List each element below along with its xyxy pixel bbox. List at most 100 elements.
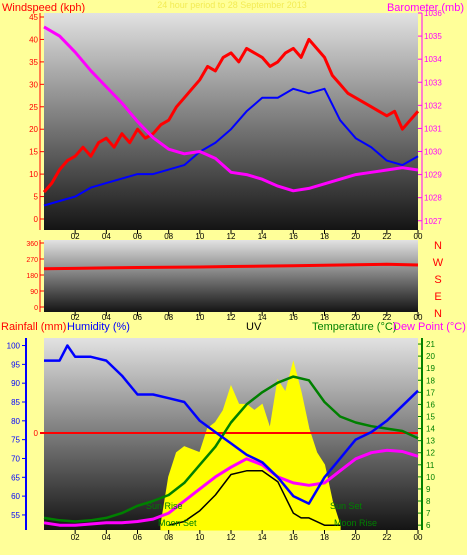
wind-pressure-x-label: 18 <box>320 232 329 241</box>
direction-x-label: 10 <box>195 313 204 322</box>
temperature-y-label: 15 <box>426 412 435 421</box>
temperature-y-label: 18 <box>426 376 435 385</box>
sun-set-label: Sun Set <box>330 501 363 511</box>
uv-area <box>160 360 341 531</box>
direction-x-label: 22 <box>382 313 391 322</box>
pressure-y-label: 1030 <box>424 148 442 157</box>
pressure-y-label: 1027 <box>424 217 442 226</box>
wind-pressure-plot-area <box>44 13 418 230</box>
wind-pressure-x-label: 16 <box>289 232 298 241</box>
humidity-y-label: 65 <box>11 473 20 482</box>
direction-x-label: 02 <box>71 313 80 322</box>
temperature-y-label: 11 <box>426 461 435 470</box>
temperature-y-label: 12 <box>426 449 435 458</box>
moon-set-label: Moon Set <box>158 518 197 528</box>
sun-rise-label: Sun Rise <box>146 501 183 511</box>
compass-label: N <box>434 240 442 252</box>
wind-y-label: 35 <box>29 58 38 67</box>
humidity-y-label: 85 <box>11 398 20 407</box>
direction-x-label: 04 <box>102 313 111 322</box>
pressure-axis-title: Barometer (mb) <box>387 2 464 14</box>
temperature-line <box>43 375 419 523</box>
wind-direction-plot-area <box>44 240 418 312</box>
humidity-y-label: 60 <box>11 492 20 501</box>
humidity-y-label: 55 <box>11 511 20 520</box>
climate-x-label: 00 <box>414 533 423 542</box>
humidity-line <box>44 344 419 505</box>
wind-pressure-x-label: 04 <box>102 232 111 241</box>
wind-y-label: 10 <box>29 170 38 179</box>
dew-point-axis-title: Dew Point (°C) <box>393 321 466 333</box>
direction-x-label: 14 <box>258 313 267 322</box>
rainfall-axis-title: Rainfall (mm) <box>1 321 66 333</box>
wind-pressure-x-label: 12 <box>227 232 236 241</box>
wind-pressure-x-label: 14 <box>258 232 267 241</box>
humidity-axis-title: Humidity (%) <box>67 321 130 333</box>
wind-y-label: 40 <box>29 35 38 44</box>
pressure-y-label: 1034 <box>424 55 442 64</box>
climate-x-label: 14 <box>258 533 267 542</box>
humidity-y-label: 80 <box>11 417 20 426</box>
climate-x-label: 12 <box>227 533 236 542</box>
windspeed-line <box>42 37 420 194</box>
wind-y-label: 0 <box>34 215 39 224</box>
barometer-line <box>43 25 419 193</box>
wind-direction-line <box>43 262 419 271</box>
moon-rise-label: Moon Rise <box>334 518 377 528</box>
direction-x-label: 08 <box>164 313 173 322</box>
direction-x-label: 18 <box>320 313 329 322</box>
temperature-y-label: 17 <box>426 388 435 397</box>
rainfall-y-label: 0 <box>34 429 39 438</box>
pressure-y-label: 1032 <box>424 101 442 110</box>
pressure-y-label: 1029 <box>424 171 442 180</box>
temperature-y-label: 13 <box>426 437 435 446</box>
temperature-y-label: 10 <box>426 473 435 482</box>
wind-y-label: 15 <box>29 148 38 157</box>
climate-x-label: 10 <box>195 533 204 542</box>
wind-pressure-x-label: 22 <box>382 232 391 241</box>
climate-x-label: 18 <box>320 533 329 542</box>
direction-y-label: 0 <box>34 305 38 312</box>
wind-pressure-x-label: 20 <box>351 232 360 241</box>
chart-date-line: 24 hour period to 28 September 2013 <box>157 0 307 10</box>
compass-label: S <box>434 274 441 286</box>
wind-y-label: 20 <box>29 125 38 134</box>
climate-x-label: 08 <box>164 533 173 542</box>
humidity-y-label: 95 <box>11 360 20 369</box>
temperature-y-label: 7 <box>426 509 431 518</box>
pressure-y-label: 1031 <box>424 124 442 133</box>
climate-x-label: 22 <box>382 533 391 542</box>
direction-y-label: 360 <box>26 241 38 248</box>
humidity-y-label: 70 <box>11 454 20 463</box>
direction-x-label: 16 <box>289 313 298 322</box>
wind-pressure-x-label: 08 <box>164 232 173 241</box>
direction-x-label: 12 <box>227 313 236 322</box>
direction-x-label: 06 <box>133 313 142 322</box>
direction-x-label: 20 <box>351 313 360 322</box>
compass-label: E <box>434 291 441 303</box>
wind-y-label: 45 <box>29 13 38 22</box>
wind-average-line <box>43 87 419 207</box>
climate-x-label: 16 <box>289 533 298 542</box>
climate-x-label: 02 <box>71 533 80 542</box>
humidity-y-label: 100 <box>7 342 21 351</box>
temperature-y-label: 19 <box>426 364 435 373</box>
direction-y-label: 180 <box>26 273 38 280</box>
wind-y-label: 5 <box>34 193 39 202</box>
direction-x-label: 00 <box>414 313 423 322</box>
pressure-y-label: 1028 <box>424 194 442 203</box>
direction-y-label: 270 <box>26 257 38 264</box>
climate-x-label: 06 <box>133 533 142 542</box>
temperature-axis-title: Temperature (°C) <box>312 321 396 333</box>
compass-label: W <box>433 257 444 269</box>
temperature-y-label: 21 <box>426 340 435 349</box>
compass-label: N <box>434 308 442 320</box>
wind-axis-title: Windspeed (kph) <box>2 2 85 14</box>
temperature-y-label: 14 <box>426 425 435 434</box>
pressure-y-label: 1036 <box>424 9 442 18</box>
temperature-y-label: 6 <box>426 521 431 530</box>
temperature-y-label: 20 <box>426 352 435 361</box>
climate-x-label: 20 <box>351 533 360 542</box>
wind-pressure-x-label: 10 <box>195 232 204 241</box>
